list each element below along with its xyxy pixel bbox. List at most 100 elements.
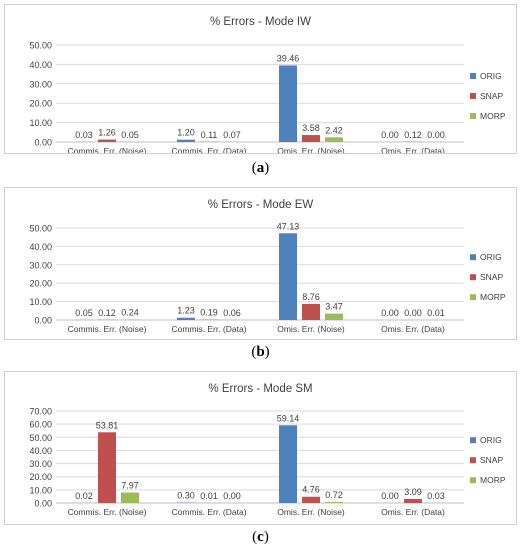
data-label-snap: 3.58 xyxy=(302,123,320,133)
chart-title: % Errors - Mode IW xyxy=(210,16,311,28)
data-label-snap: 0.12 xyxy=(98,308,116,318)
bar-orig-commis-err-data xyxy=(177,139,195,142)
data-label-snap: 1.26 xyxy=(98,128,116,138)
data-label-morp: 0.01 xyxy=(427,308,445,318)
y-tick-label: 10.00 xyxy=(29,118,52,128)
data-label-morp: 0.00 xyxy=(223,491,241,501)
caption-open-a: ( xyxy=(251,160,257,176)
chart-iw: % Errors - Mode IW 0.00 10.00 20.00 30.00 40.… xyxy=(29,16,506,153)
y-tick-label: 0.00 xyxy=(34,316,52,326)
legend-swatch-morp xyxy=(470,294,476,301)
data-label-orig: 39.46 xyxy=(277,53,300,63)
y-tick-label: 20.00 xyxy=(29,279,52,289)
data-label-snap: 4.76 xyxy=(302,485,320,495)
caption-a: (a) xyxy=(0,160,521,177)
data-label-morp: 0.24 xyxy=(121,308,139,318)
data-label-orig: 1.20 xyxy=(177,128,195,138)
legend-label-snap: SNAP xyxy=(480,272,503,282)
data-label-orig: 47.13 xyxy=(277,221,300,231)
caption-open-b: ( xyxy=(251,344,257,360)
data-label-snap: 0.12 xyxy=(404,130,422,140)
y-tick-label: 50.00 xyxy=(29,433,52,443)
chart-ew: % Errors - Mode EW 0.00 10.00 20.00 30.00 40.… xyxy=(29,199,506,334)
chart-sm: % Errors - Mode SM 0.00 10.00 20.00 30.00 40.… xyxy=(29,383,506,517)
caption-b: (b) xyxy=(0,344,521,361)
chart-panel-sm: % Errors - Mode SM 0.00 10.00 20.00 30.00 40.… xyxy=(4,371,517,525)
bar-snap-omis-err-noise xyxy=(302,496,320,503)
data-label-orig: 0.00 xyxy=(381,491,399,501)
legend-label-snap: SNAP xyxy=(480,455,503,465)
data-label-orig: 0.00 xyxy=(381,308,399,318)
x-tick-label: Commis. Err. (Noise) xyxy=(68,146,147,153)
data-label-morp: 7.97 xyxy=(121,481,139,491)
legend-label-morp: MORP xyxy=(480,475,506,485)
x-tick-label: Omis. Err. (Data) xyxy=(381,324,445,334)
data-label-snap: 0.11 xyxy=(201,130,218,140)
data-label-orig: 0.30 xyxy=(177,491,195,501)
data-label-morp: 2.42 xyxy=(325,125,343,135)
caption-letter-b: b xyxy=(256,344,265,360)
legend-swatch-orig xyxy=(470,72,476,79)
x-tick-label: Omis. Err. (Noise) xyxy=(277,324,345,334)
legend-label-snap: SNAP xyxy=(480,91,503,101)
legend-swatch-snap xyxy=(470,92,476,99)
caption-open-c: ( xyxy=(252,529,258,545)
y-tick-label: 50.00 xyxy=(29,224,52,234)
data-label-morp: 3.47 xyxy=(325,302,343,312)
bar-orig-omis-err-noise xyxy=(279,425,297,503)
legend-swatch-snap xyxy=(470,457,476,464)
x-tick-label: Omis. Err. (Noise) xyxy=(277,507,345,517)
legend-swatch-orig xyxy=(470,254,476,261)
legend-swatch-snap xyxy=(470,274,476,281)
bar-orig-commis-err-data xyxy=(177,317,195,320)
bar-orig-omis-err-noise xyxy=(279,233,297,320)
data-label-orig: 0.02 xyxy=(75,491,93,501)
x-tick-label: Commis. Err. (Data) xyxy=(171,507,246,517)
data-label-orig: 59.14 xyxy=(277,413,300,423)
data-label-snap: 8.76 xyxy=(302,292,320,302)
data-label-orig: 0.03 xyxy=(75,130,93,140)
y-tick-label: 10.00 xyxy=(29,485,52,495)
data-label-snap: 3.09 xyxy=(404,487,422,497)
caption-letter-c: c xyxy=(257,529,264,545)
y-tick-label: 40.00 xyxy=(29,446,52,456)
y-tick-label: 0.00 xyxy=(34,499,52,509)
data-label-morp: 0.06 xyxy=(223,308,241,318)
x-tick-label: Commis. Err. (Noise) xyxy=(68,507,147,517)
x-tick-label: Omis. Err. (Noise) xyxy=(277,146,345,153)
x-tick-label: Commis. Err. (Data) xyxy=(171,146,246,153)
bar-snap-omis-err-data xyxy=(404,498,422,503)
chart-title: % Errors - Mode SM xyxy=(208,383,312,395)
bar-orig-omis-err-noise xyxy=(279,65,297,142)
caption-close-a: ) xyxy=(264,160,270,176)
caption-c: (c) xyxy=(0,529,521,546)
legend-swatch-orig xyxy=(470,437,476,444)
data-label-snap: 0.01 xyxy=(200,491,218,501)
y-tick-label: 30.00 xyxy=(29,79,52,89)
x-tick-label: Omis. Err. (Data) xyxy=(381,507,445,517)
bar-morp-omis-err-noise xyxy=(325,502,343,503)
legend-label-morp: MORP xyxy=(480,292,506,302)
data-label-snap: 53.81 xyxy=(96,420,119,430)
data-label-morp: 0.00 xyxy=(427,130,445,140)
bar-snap-commis-err-noise xyxy=(98,139,116,142)
bar-snap-omis-err-noise xyxy=(302,303,320,320)
data-label-morp: 0.07 xyxy=(223,130,241,140)
legend-swatch-morp xyxy=(470,477,476,484)
chart-panel-iw: % Errors - Mode IW 0.00 10.00 20.00 30.00 40.… xyxy=(4,4,517,154)
chart-panel-ew: % Errors - Mode EW 0.00 10.00 20.00 30.00 40.… xyxy=(4,187,517,340)
bar-morp-omis-err-noise xyxy=(325,313,343,320)
legend-swatch-morp xyxy=(470,112,476,119)
legend-label-morp: MORP xyxy=(480,111,506,121)
x-tick-label: Commis. Err. (Noise) xyxy=(68,324,147,334)
data-label-orig: 0.00 xyxy=(381,130,399,140)
bar-snap-commis-err-noise xyxy=(98,432,116,503)
y-tick-label: 20.00 xyxy=(29,99,52,109)
y-tick-label: 20.00 xyxy=(29,472,52,482)
y-tick-label: 60.00 xyxy=(29,420,52,430)
x-tick-label: Omis. Err. (Data) xyxy=(381,146,445,153)
bar-morp-commis-err-noise xyxy=(121,492,139,503)
y-tick-label: 30.00 xyxy=(29,260,52,270)
caption-close-b: ) xyxy=(264,344,270,360)
y-tick-label: 0.00 xyxy=(34,138,52,148)
